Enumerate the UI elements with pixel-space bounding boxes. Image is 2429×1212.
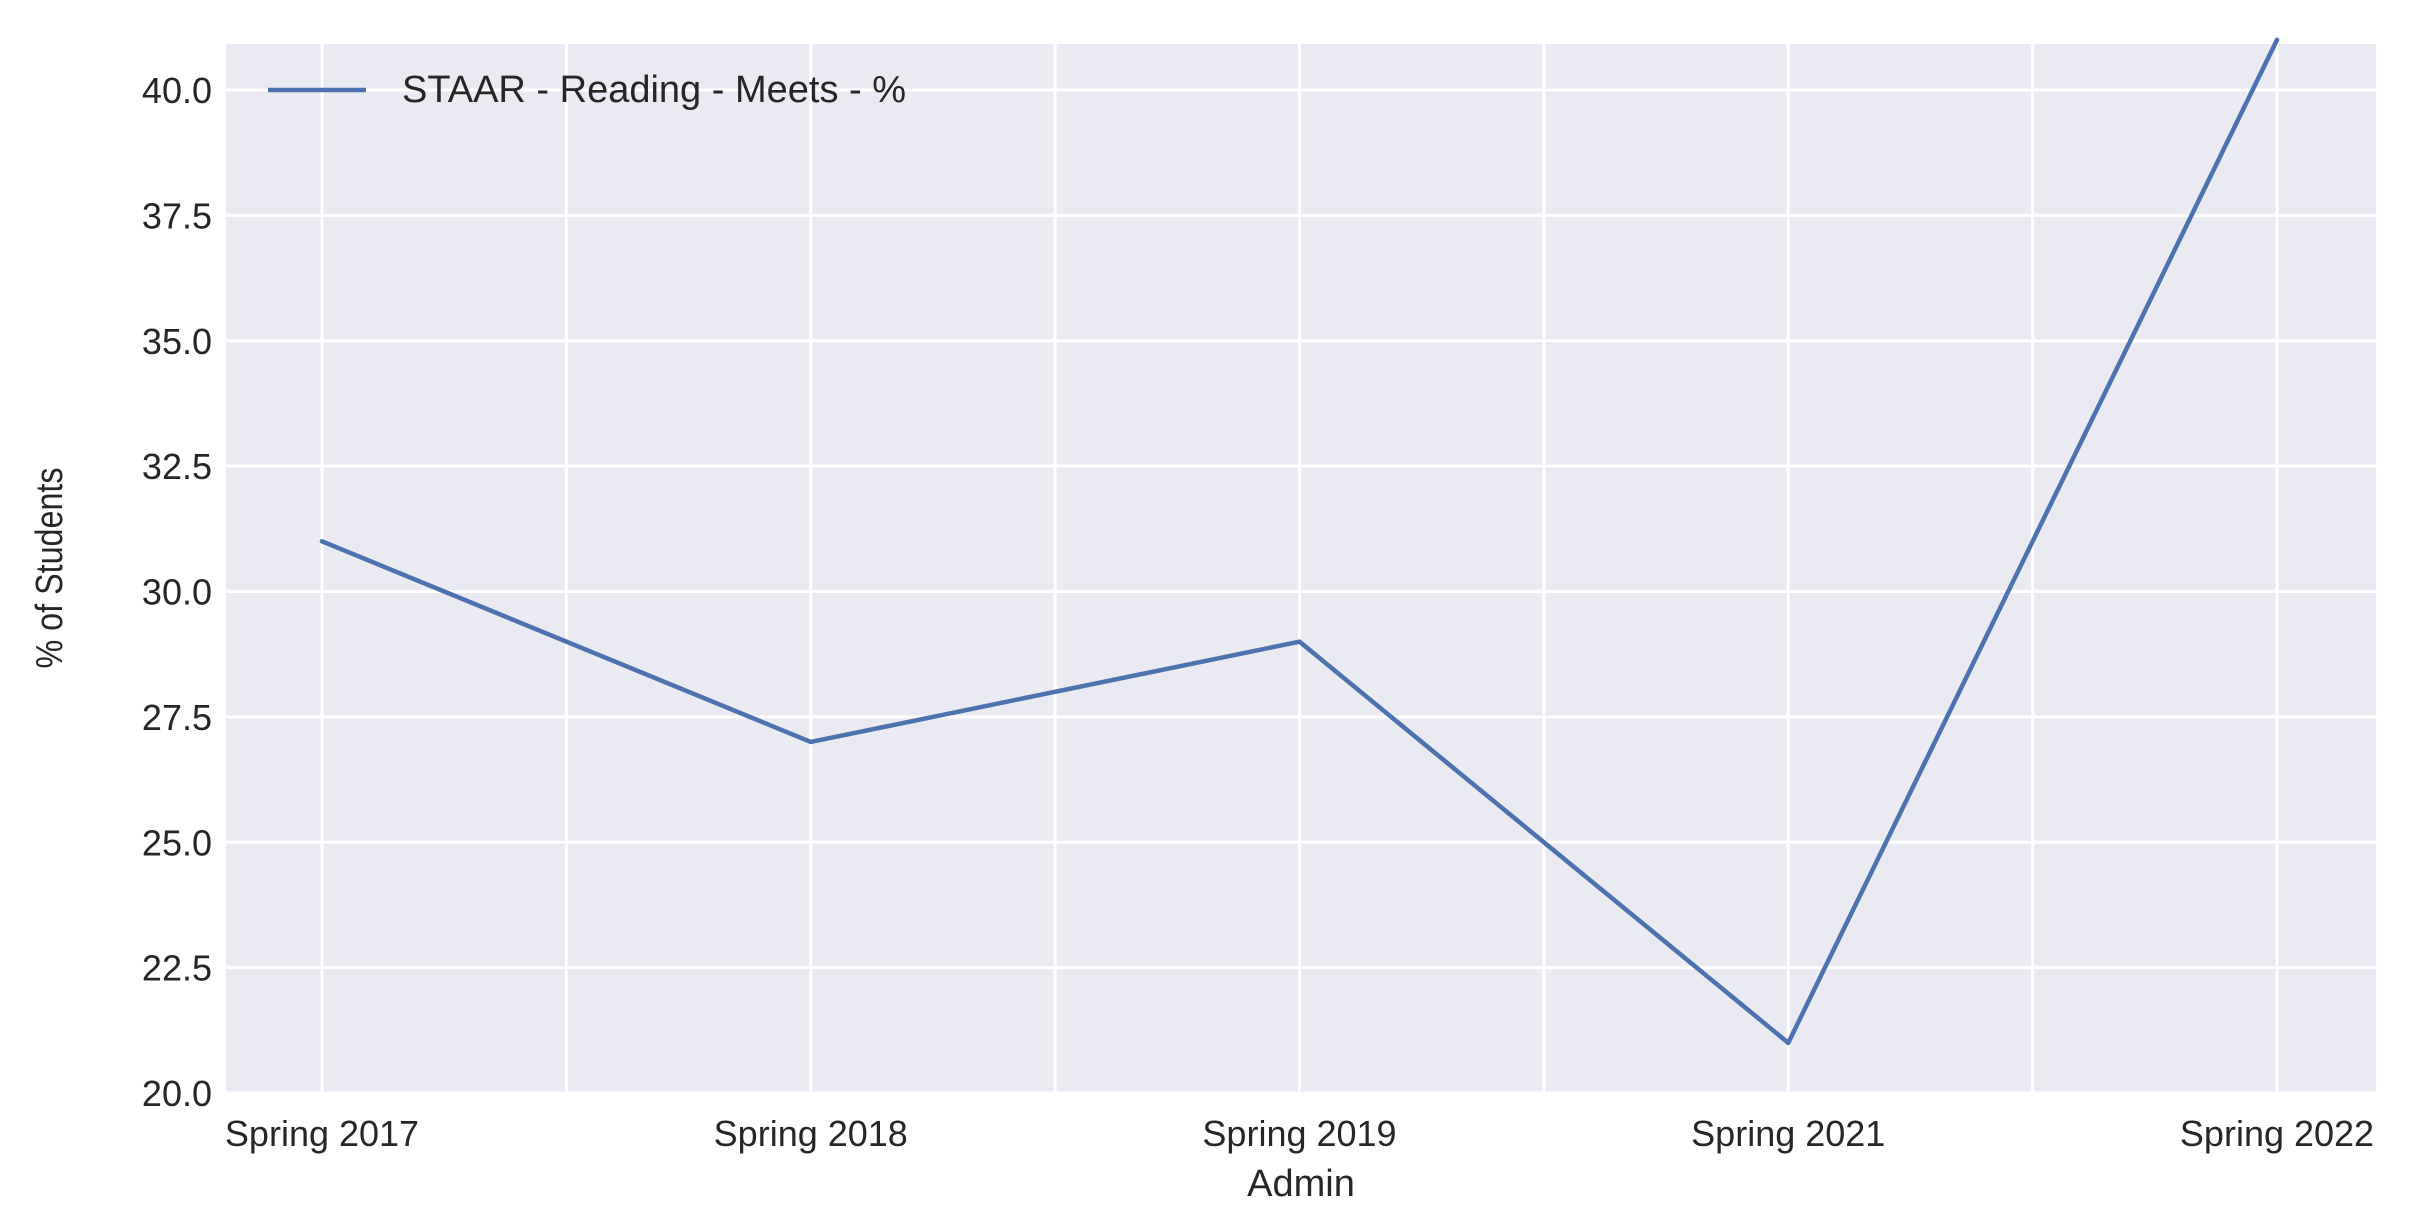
y-tick-label: 40.0 — [142, 70, 212, 111]
x-tick-label: Spring 2017 — [225, 1113, 419, 1154]
x-tick-label: Spring 2021 — [1691, 1113, 1885, 1154]
x-tick-label: Spring 2019 — [1202, 1113, 1396, 1154]
data-point — [808, 739, 813, 745]
data-point — [1297, 639, 1302, 644]
x-axis-ticks: Spring 2017 Spring 2018 Spring 2019 Spring … — [225, 1113, 2374, 1154]
grid-lines — [226, 44, 2376, 1095]
y-tick-label: 22.5 — [142, 948, 212, 989]
y-tick-label: 32.5 — [142, 446, 212, 487]
y-tick-label: 35.0 — [142, 321, 212, 362]
y-axis-label: % of Students — [29, 467, 71, 668]
y-tick-label: 25.0 — [142, 822, 212, 863]
y-axis-ticks: 20.0 22.5 25.0 27.5 30.0 32.5 35.0 37.5 40.0 — [142, 70, 212, 1114]
data-point — [319, 539, 325, 544]
y-tick-label: 27.5 — [142, 697, 212, 738]
y-tick-label: 30.0 — [142, 572, 212, 613]
y-tick-label: 20.0 — [142, 1073, 212, 1114]
y-tick-label: 37.5 — [142, 195, 212, 236]
x-tick-label: Spring 2022 — [2180, 1113, 2374, 1154]
x-axis-label: Admin — [1247, 1163, 1355, 1205]
data-point — [1786, 1040, 1791, 1046]
data-point — [2274, 37, 2280, 43]
legend: STAAR - Reading - Meets - % — [268, 69, 906, 111]
legend-label: STAAR - Reading - Meets - % — [402, 69, 906, 111]
series-layer — [319, 37, 2280, 1046]
x-tick-label: Spring 2018 — [714, 1113, 908, 1154]
